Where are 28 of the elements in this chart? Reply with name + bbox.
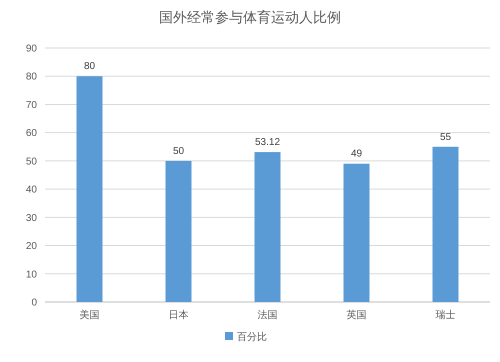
x-tick-label: 日本 — [168, 309, 188, 321]
legend: 百分比 — [225, 332, 267, 343]
bar — [344, 164, 370, 302]
y-tick-label: 80 — [26, 72, 38, 83]
data-label: 50 — [172, 146, 184, 157]
bar — [76, 76, 102, 302]
y-tick-label: 70 — [26, 100, 38, 111]
y-tick-label: 0 — [31, 298, 38, 308]
data-label: 53.12 — [254, 137, 280, 148]
chart-title: 国外经常参与体育运动人比例 — [159, 9, 341, 25]
y-tick-label: 10 — [26, 269, 38, 280]
legend-label: 百分比 — [237, 331, 267, 343]
data-label: 49 — [350, 148, 362, 160]
y-tick-label: 30 — [26, 212, 38, 224]
y-tick-label: 90 — [26, 44, 38, 54]
y-tick-label: 40 — [26, 184, 38, 196]
y-tick-label: 20 — [26, 241, 38, 252]
data-label: 80 — [84, 61, 96, 72]
y-tick-label: 60 — [26, 128, 38, 140]
data-label: 55 — [440, 132, 452, 143]
bar — [166, 160, 192, 302]
x-tick-label: 法国 — [258, 309, 278, 321]
bar — [254, 152, 280, 302]
x-tick-label: 美国 — [80, 309, 100, 321]
x-tick-label: 瑞士 — [436, 309, 456, 321]
bar — [432, 146, 458, 302]
x-tick-label: 英国 — [346, 309, 366, 321]
y-tick-label: 50 — [26, 156, 38, 168]
